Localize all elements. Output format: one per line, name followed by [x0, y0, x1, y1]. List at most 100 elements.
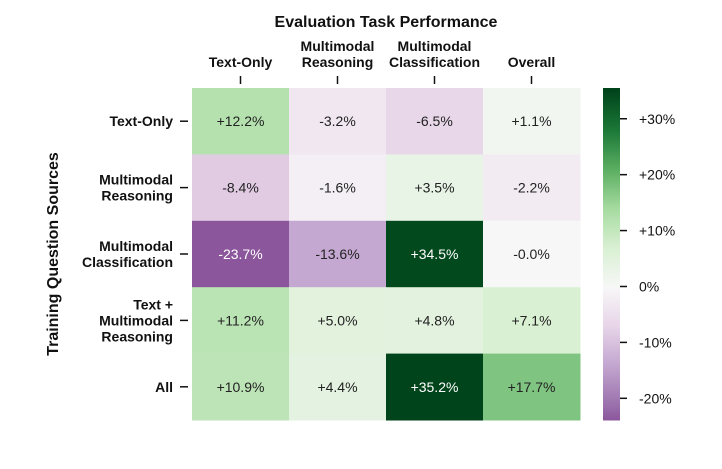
colorbar-segment	[603, 136, 620, 139]
colorbar-segment	[603, 146, 620, 149]
colorbar-segment	[603, 242, 620, 245]
colorbar-segment	[603, 220, 620, 223]
colorbar-segment	[603, 356, 620, 359]
heatmap-cell	[386, 154, 484, 222]
colorbar-segment	[603, 308, 620, 311]
colorbar-segment	[603, 138, 620, 141]
heatmap-cell	[192, 88, 290, 155]
colorbar-tick-label: 0%	[639, 278, 659, 294]
cell-value-label: +17.7%	[508, 379, 556, 395]
cell-value-label: -23.7%	[218, 246, 262, 262]
colorbar-segment	[603, 406, 620, 409]
colorbar-segment	[603, 334, 620, 337]
colorbar-segment	[603, 304, 620, 307]
x-tick-label: Multimodal Reasoning	[301, 38, 375, 70]
colorbar-segment	[603, 310, 620, 313]
heatmap-cell	[483, 88, 581, 155]
heatmap-cell	[192, 287, 290, 355]
colorbar-segment	[603, 180, 620, 183]
colorbar-segment	[603, 224, 620, 227]
heatmap-cell	[386, 220, 484, 288]
colorbar-segment	[603, 260, 620, 263]
colorbar-segment	[603, 416, 620, 419]
colorbar-segment	[603, 244, 620, 247]
colorbar-tick-label: -20%	[639, 390, 672, 406]
colorbar-segment	[603, 296, 620, 299]
colorbar-segment	[603, 256, 620, 259]
colorbar-segment	[603, 418, 620, 421]
colorbar-segment	[603, 284, 620, 287]
colorbar-segment	[603, 272, 620, 275]
heatmap-cell	[386, 353, 484, 421]
colorbar-segment	[603, 328, 620, 331]
colorbar-tick-label: +10%	[639, 223, 675, 239]
colorbar-segment	[603, 144, 620, 147]
colorbar-segment	[603, 402, 620, 405]
colorbar-segment	[603, 390, 620, 393]
colorbar-segment	[603, 100, 620, 103]
colorbar-segment	[603, 320, 620, 323]
colorbar-segment	[603, 240, 620, 243]
heatmap-cell	[289, 220, 387, 288]
colorbar-segment	[603, 182, 620, 185]
colorbar-segment	[603, 252, 620, 255]
colorbar-segment	[603, 142, 620, 145]
y-axis-label: Training Question Sources	[45, 152, 62, 356]
colorbar-segment	[603, 92, 620, 95]
cell-value-label: +4.4%	[317, 379, 357, 395]
colorbar-segment	[603, 316, 620, 319]
cell-value-label: -13.6%	[315, 246, 359, 262]
colorbar-segment	[603, 200, 620, 203]
colorbar-segment	[603, 232, 620, 235]
colorbar-segment	[603, 196, 620, 199]
cell-value-label: +1.1%	[511, 113, 551, 129]
colorbar-segment	[603, 126, 620, 129]
colorbar-segment	[603, 350, 620, 353]
colorbar-segment	[603, 408, 620, 411]
colorbar-tick-label: +30%	[639, 111, 675, 127]
colorbar-segment	[603, 104, 620, 107]
colorbar-segment	[603, 148, 620, 151]
colorbar-segment	[603, 140, 620, 143]
colorbar-segment	[603, 314, 620, 317]
colorbar-segment	[603, 374, 620, 377]
colorbar-segment	[603, 258, 620, 261]
colorbar-segment	[603, 174, 620, 177]
colorbar-segment	[603, 102, 620, 105]
colorbar-segment	[603, 152, 620, 155]
colorbar-segment	[603, 172, 620, 175]
heatmap-cell	[386, 287, 484, 355]
cell-value-label: -2.2%	[513, 180, 550, 196]
heatmap-cell	[192, 353, 290, 421]
heatmap-cell	[289, 353, 387, 421]
colorbar-segment	[603, 262, 620, 265]
cell-value-label: -3.2%	[319, 113, 356, 129]
colorbar-segment	[603, 392, 620, 395]
colorbar-segment	[603, 336, 620, 339]
colorbar-segment	[603, 202, 620, 205]
colorbar-segment	[603, 410, 620, 413]
heatmap-cells: +12.2% -3.2% -6.5% +1.1% -8.4% -1.6% +3.5% -2.2…	[192, 88, 581, 421]
colorbar-segment	[603, 160, 620, 163]
colorbar-segment	[603, 330, 620, 333]
colorbar-segment	[603, 162, 620, 165]
heatmap-cell	[483, 287, 581, 355]
heatmap-cell	[192, 220, 290, 288]
colorbar-segment	[603, 322, 620, 325]
colorbar-segment	[603, 122, 620, 125]
colorbar-segment	[603, 412, 620, 415]
colorbar-segment	[603, 348, 620, 351]
colorbar-segment	[603, 228, 620, 231]
colorbar-segment	[603, 292, 620, 295]
colorbar-segment	[603, 312, 620, 315]
colorbar-segment	[603, 368, 620, 371]
heatmap-cell	[289, 287, 387, 355]
y-tick-label: Multimodal Classification	[82, 238, 173, 270]
heatmap-cell	[483, 220, 581, 288]
colorbar-segment	[603, 106, 620, 109]
cell-value-label: +34.5%	[411, 246, 459, 262]
colorbar-segment	[603, 404, 620, 407]
colorbar-segment	[603, 96, 620, 99]
colorbar-segment	[603, 132, 620, 135]
heatmap-cell	[483, 353, 581, 421]
